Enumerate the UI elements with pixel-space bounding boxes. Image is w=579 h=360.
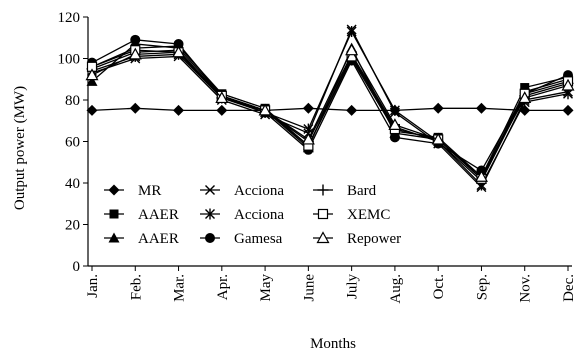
- series-line: [91, 107, 568, 112]
- legend-item: AAER: [104, 207, 179, 223]
- y-tick-label: 100: [58, 52, 81, 68]
- data-point: [216, 104, 228, 116]
- series-3: [87, 24, 573, 193]
- data-point: [474, 170, 488, 182]
- data-point: [389, 132, 400, 143]
- series-line: [91, 49, 569, 180]
- legend-marker: [108, 232, 120, 243]
- data-point: [518, 91, 532, 104]
- legend-item: Acciona: [200, 183, 284, 199]
- data-point: [345, 43, 359, 56]
- legend-label: AAER: [138, 207, 179, 223]
- legend-label: Acciona: [234, 207, 284, 223]
- data-point: [172, 45, 186, 58]
- legend-background: [100, 176, 422, 254]
- data-point: [389, 104, 400, 116]
- legend-label: XEMC: [347, 207, 390, 223]
- legend-marker: [205, 208, 215, 220]
- legend-label: MR: [138, 183, 161, 199]
- x-tick-label: Mar.: [172, 274, 188, 302]
- x-tick-label: Jan.: [85, 274, 101, 298]
- x-axis-ticks: Jan. Feb. Mar. Apr. May June July Aug. Oct. Sep. N…: [85, 266, 577, 304]
- legend-label: Gamesa: [234, 231, 283, 247]
- legend-marker: [108, 184, 120, 196]
- x-tick-label: Dec.: [561, 274, 577, 302]
- series-7: [86, 45, 574, 184]
- series-8: [85, 43, 575, 182]
- y-axis-ticks: 0 20 40 60 80 100 120: [58, 10, 88, 275]
- data-point: [85, 68, 99, 81]
- data-point: [302, 102, 314, 114]
- series-line: [91, 48, 569, 178]
- data-point: [128, 47, 142, 60]
- legend: MR AAER AAER Acciona Acciona Gamesa Bard XEMC Re…: [100, 176, 422, 254]
- x-tick-label: Oct.: [431, 274, 447, 299]
- y-tick-label: 40: [65, 176, 80, 192]
- y-tick-label: 0: [73, 259, 81, 275]
- data-point: [431, 132, 445, 145]
- series-line: [91, 39, 569, 172]
- legend-marker: [317, 184, 329, 196]
- x-tick-label: July: [345, 274, 361, 300]
- data-point: [173, 38, 184, 49]
- y-tick-label: 80: [65, 93, 80, 109]
- legend-item: Acciona: [200, 207, 284, 223]
- legend-marker: [317, 208, 329, 220]
- y-tick-label: 60: [65, 135, 80, 151]
- legend-label: AAER: [138, 231, 179, 247]
- y-axis-label: Output power (MW): [12, 86, 28, 210]
- data-point: [475, 102, 487, 114]
- legend-item: Repower: [313, 231, 401, 247]
- x-axis-label: Months: [310, 336, 356, 352]
- legend-label: Bard: [347, 183, 377, 199]
- series-line: [91, 49, 569, 182]
- data-point: [215, 91, 229, 104]
- data-point: [130, 34, 141, 45]
- legend-marker: [109, 209, 119, 219]
- data-point: [346, 104, 358, 116]
- data-point: [301, 132, 315, 145]
- x-tick-label: June: [301, 274, 317, 302]
- data-point: [86, 104, 98, 116]
- y-tick-label: 20: [65, 218, 80, 234]
- legend-item: MR: [104, 183, 161, 199]
- legend-label: Acciona: [234, 183, 284, 199]
- legend-marker: [205, 185, 215, 195]
- legend-item: XEMC: [313, 207, 390, 223]
- data-point: [346, 26, 357, 38]
- legend-label: Repower: [347, 231, 401, 247]
- series-2: [86, 38, 574, 184]
- legend-marker: [316, 231, 330, 244]
- x-tick-label: Aug.: [388, 274, 404, 304]
- x-tick-label: Feb.: [128, 274, 144, 300]
- data-point: [173, 104, 185, 116]
- x-tick-label: Nov.: [518, 274, 534, 303]
- legend-item: Bard: [313, 183, 377, 199]
- series-6: [86, 44, 574, 187]
- data-point: [258, 103, 272, 116]
- data-point: [86, 75, 98, 86]
- data-point: [129, 102, 141, 114]
- data-point: [388, 118, 402, 130]
- legend-item: Gamesa: [200, 231, 283, 247]
- x-tick-label: Apr.: [215, 274, 231, 300]
- data-point: [561, 78, 575, 91]
- x-tick-label: May: [258, 274, 274, 302]
- data-point: [562, 104, 574, 116]
- series-5: [87, 34, 573, 176]
- series-group: [85, 24, 575, 193]
- legend-marker: [205, 233, 215, 243]
- series-1: [87, 41, 573, 182]
- series-line: [91, 30, 569, 187]
- data-point: [432, 102, 444, 114]
- series-line: [91, 43, 569, 180]
- y-tick-label: 120: [58, 10, 81, 26]
- x-tick-label: Sep.: [474, 274, 490, 300]
- legend-item: AAER: [104, 231, 179, 247]
